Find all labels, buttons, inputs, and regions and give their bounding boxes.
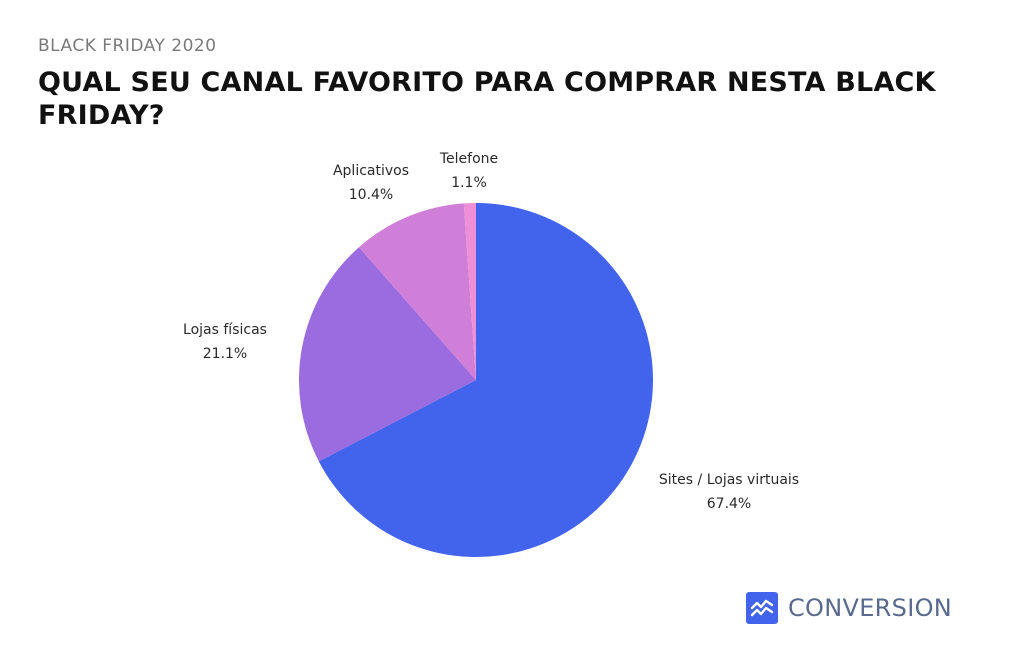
chart-title: QUAL SEU CANAL FAVORITO PARA COMPRAR NES… <box>38 67 936 131</box>
pie-labels: Sites / Lojas virtuais 67.4% Lojas físicas… <box>183 151 799 512</box>
pie-slices <box>299 203 653 557</box>
slice-value-label: 67.4% <box>707 496 751 512</box>
pie-slice-sites-lojas-virtuais <box>318 203 653 557</box>
pie-slice-lojas-f-sicas <box>299 247 476 462</box>
chart-trend-icon <box>746 592 778 624</box>
slice-value-label: 10.4% <box>349 187 393 203</box>
slice-value-label: 1.1% <box>451 175 487 191</box>
slice-label: Sites / Lojas virtuais <box>659 472 799 488</box>
pie-slice-telefone <box>463 203 476 380</box>
slice-label: Telefone <box>439 151 498 167</box>
brand-logo: CONVERSION <box>746 592 952 624</box>
slice-value-label: 21.1% <box>203 346 247 362</box>
brand-name: CONVERSION <box>788 594 953 622</box>
pie-slice-aplicativos <box>358 203 476 380</box>
slice-label: Lojas físicas <box>183 322 267 338</box>
slice-label: Aplicativos <box>333 163 409 179</box>
chart-kicker: BLACK FRIDAY 2020 <box>38 36 217 56</box>
